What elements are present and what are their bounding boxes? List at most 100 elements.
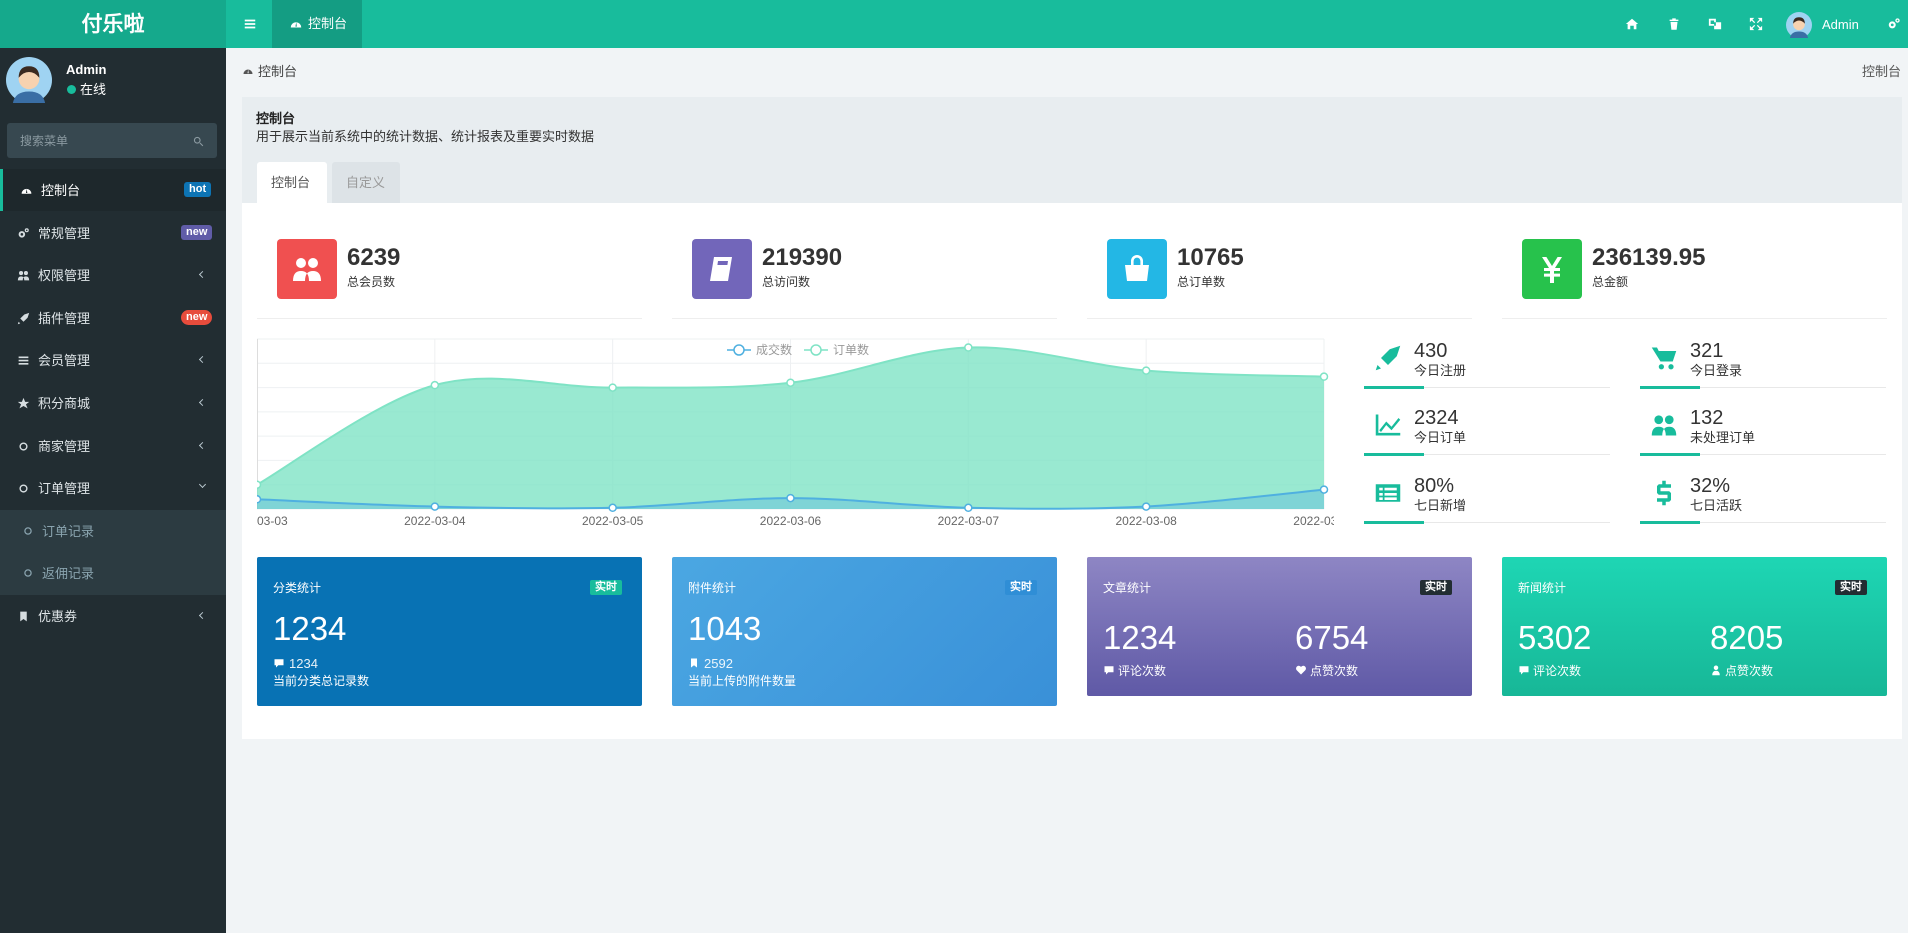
- icon: [1669, 18, 1679, 30]
- menu-label: 插件管理: [38, 310, 91, 326]
- icon-shape: [20, 611, 27, 622]
- icon-shape: [1651, 347, 1677, 370]
- menu-item[interactable]: 插件管理 new: [0, 297, 226, 339]
- search-box[interactable]: 搜索菜单: [7, 123, 217, 158]
- icon-shape: [274, 659, 284, 668]
- header-button[interactable]: [1744, 12, 1768, 36]
- icon-shape: [17, 312, 30, 324]
- submenu-label: 订单记录: [42, 523, 95, 539]
- panel-tab[interactable]: 自定义: [332, 162, 400, 203]
- mini-stat-bar: [1364, 521, 1424, 524]
- icon-shape: [691, 658, 697, 668]
- data-point: [1141, 366, 1151, 375]
- avatar-hair: [1793, 17, 1805, 24]
- settings-button[interactable]: [1884, 12, 1906, 36]
- data-point: [1319, 485, 1329, 494]
- data-point: [786, 378, 795, 387]
- icon: [19, 484, 28, 493]
- user-menu[interactable]: Admin: [1782, 10, 1882, 38]
- menu-item[interactable]: 常规管理 new: [0, 212, 226, 254]
- submenu-item[interactable]: 订单记录: [0, 509, 226, 553]
- stat-value: 10765: [1177, 244, 1244, 271]
- avatar-face: [1793, 18, 1805, 31]
- stat-label: 总订单数: [1177, 275, 1226, 289]
- icon: [1749, 17, 1763, 31]
- icon-shape: [1749, 17, 1763, 31]
- menu-badge: new: [181, 224, 213, 240]
- stat-icon: [1522, 239, 1582, 299]
- card-description: 当前上传的附件数量: [688, 674, 797, 688]
- card-title: 新闻统计: [1518, 581, 1567, 595]
- avatar: [6, 57, 52, 103]
- legend-item[interactable]: 成交数: [727, 342, 792, 357]
- stat-card: 新闻统计 实时 5302 评论次数 8205 点赞次数: [1502, 557, 1887, 696]
- icon-shape: [1104, 666, 1114, 675]
- mini-stat-value: 2324: [1414, 407, 1459, 429]
- icon-shape: [293, 258, 321, 281]
- legend-item[interactable]: 订单数: [804, 342, 869, 357]
- menu-item[interactable]: 积分商城: [0, 382, 226, 424]
- data-point: [257, 495, 262, 504]
- icon-shape: [1708, 18, 1722, 30]
- x-tick-label: 2022-03-03: [257, 514, 288, 528]
- stat-card: 分类统计 实时 1234 1234 当前分类总记录数: [257, 557, 642, 706]
- header-button[interactable]: [1703, 12, 1727, 36]
- icon: [691, 658, 697, 668]
- panel-tab[interactable]: 控制台: [257, 162, 327, 203]
- mini-stat: 321 今日登录: [1640, 338, 1886, 389]
- mini-stat: 430 今日注册: [1364, 338, 1610, 389]
- avatar: [1786, 12, 1812, 38]
- submenu-item[interactable]: 返佣记录: [0, 552, 226, 596]
- menu-toggle[interactable]: [226, 0, 272, 48]
- menu-item[interactable]: 会员管理: [0, 339, 226, 381]
- sidebar: Admin 在线 搜索菜单 控制台 hot 常规管理 new 权限管理 插件管理 new 会员管理积…: [0, 48, 226, 933]
- menu-item[interactable]: 权限管理: [0, 254, 226, 296]
- icon-shape: [17, 397, 30, 409]
- icon-shape: [1519, 666, 1529, 675]
- stat-value: 6239: [347, 244, 401, 271]
- series-area: [257, 347, 1324, 509]
- header-button[interactable]: [1662, 12, 1686, 36]
- nav-tab[interactable]: 控制台: [272, 0, 362, 48]
- stat-card: 附件统计 实时 1043 2592 当前上传的附件数量: [672, 557, 1057, 706]
- avatar-face: [18, 68, 40, 90]
- stat-card: 文章统计 实时 1234 评论次数 6754 点赞次数: [1087, 557, 1472, 696]
- icon: [1375, 484, 1401, 502]
- menu-item[interactable]: 控制台 hot: [0, 169, 226, 211]
- header-button[interactable]: [1620, 12, 1644, 36]
- menu-label: 优惠券: [38, 609, 78, 624]
- icon: [1375, 345, 1401, 371]
- icon: [17, 271, 30, 281]
- icon-shape: [244, 19, 256, 29]
- menu-item[interactable]: 优惠券: [0, 595, 226, 637]
- card-item-value: 6754: [1295, 619, 1369, 656]
- icon-shape: [24, 527, 32, 535]
- card-title: 分类统计: [273, 581, 322, 595]
- x-tick-label: 2022-03-04: [404, 514, 466, 528]
- card-badge: 实时: [590, 580, 622, 595]
- mini-stat-label: 今日订单: [1414, 430, 1467, 445]
- nav-tab-label: 控制台: [308, 16, 348, 31]
- panel-tab-label: 控制台: [271, 175, 311, 190]
- mini-stat-value: 80%: [1414, 475, 1455, 497]
- mini-stat-label: 今日注册: [1414, 363, 1467, 378]
- menu-item[interactable]: 商家管理: [0, 425, 226, 467]
- icon: [1125, 255, 1149, 281]
- stat-box: 236139.95 总金额: [1502, 232, 1887, 319]
- icon-shape: [17, 271, 30, 281]
- data-point: [608, 503, 617, 513]
- icon-shape: [1651, 415, 1677, 436]
- stat-box: 219390 总访问数: [672, 232, 1057, 319]
- mini-stat-value: 132: [1690, 407, 1724, 429]
- breadcrumb-right: 控制台: [1862, 64, 1902, 79]
- card-item-value: 5302: [1518, 619, 1592, 656]
- chevron-down: [198, 481, 207, 489]
- menu-item[interactable]: 订单管理: [0, 467, 226, 509]
- top-bar: 付乐啦 控制台 Admin: [0, 0, 1908, 48]
- icon-shape: [18, 356, 29, 365]
- panel-description: 用于展示当前系统中的统计数据、统计报表及重要实时数据: [256, 129, 595, 144]
- card-item-value: 1234: [1103, 619, 1177, 656]
- stat-label: 总访问数: [762, 275, 811, 289]
- mini-stat-label: 未处理订单: [1690, 430, 1756, 445]
- data-point: [786, 493, 795, 503]
